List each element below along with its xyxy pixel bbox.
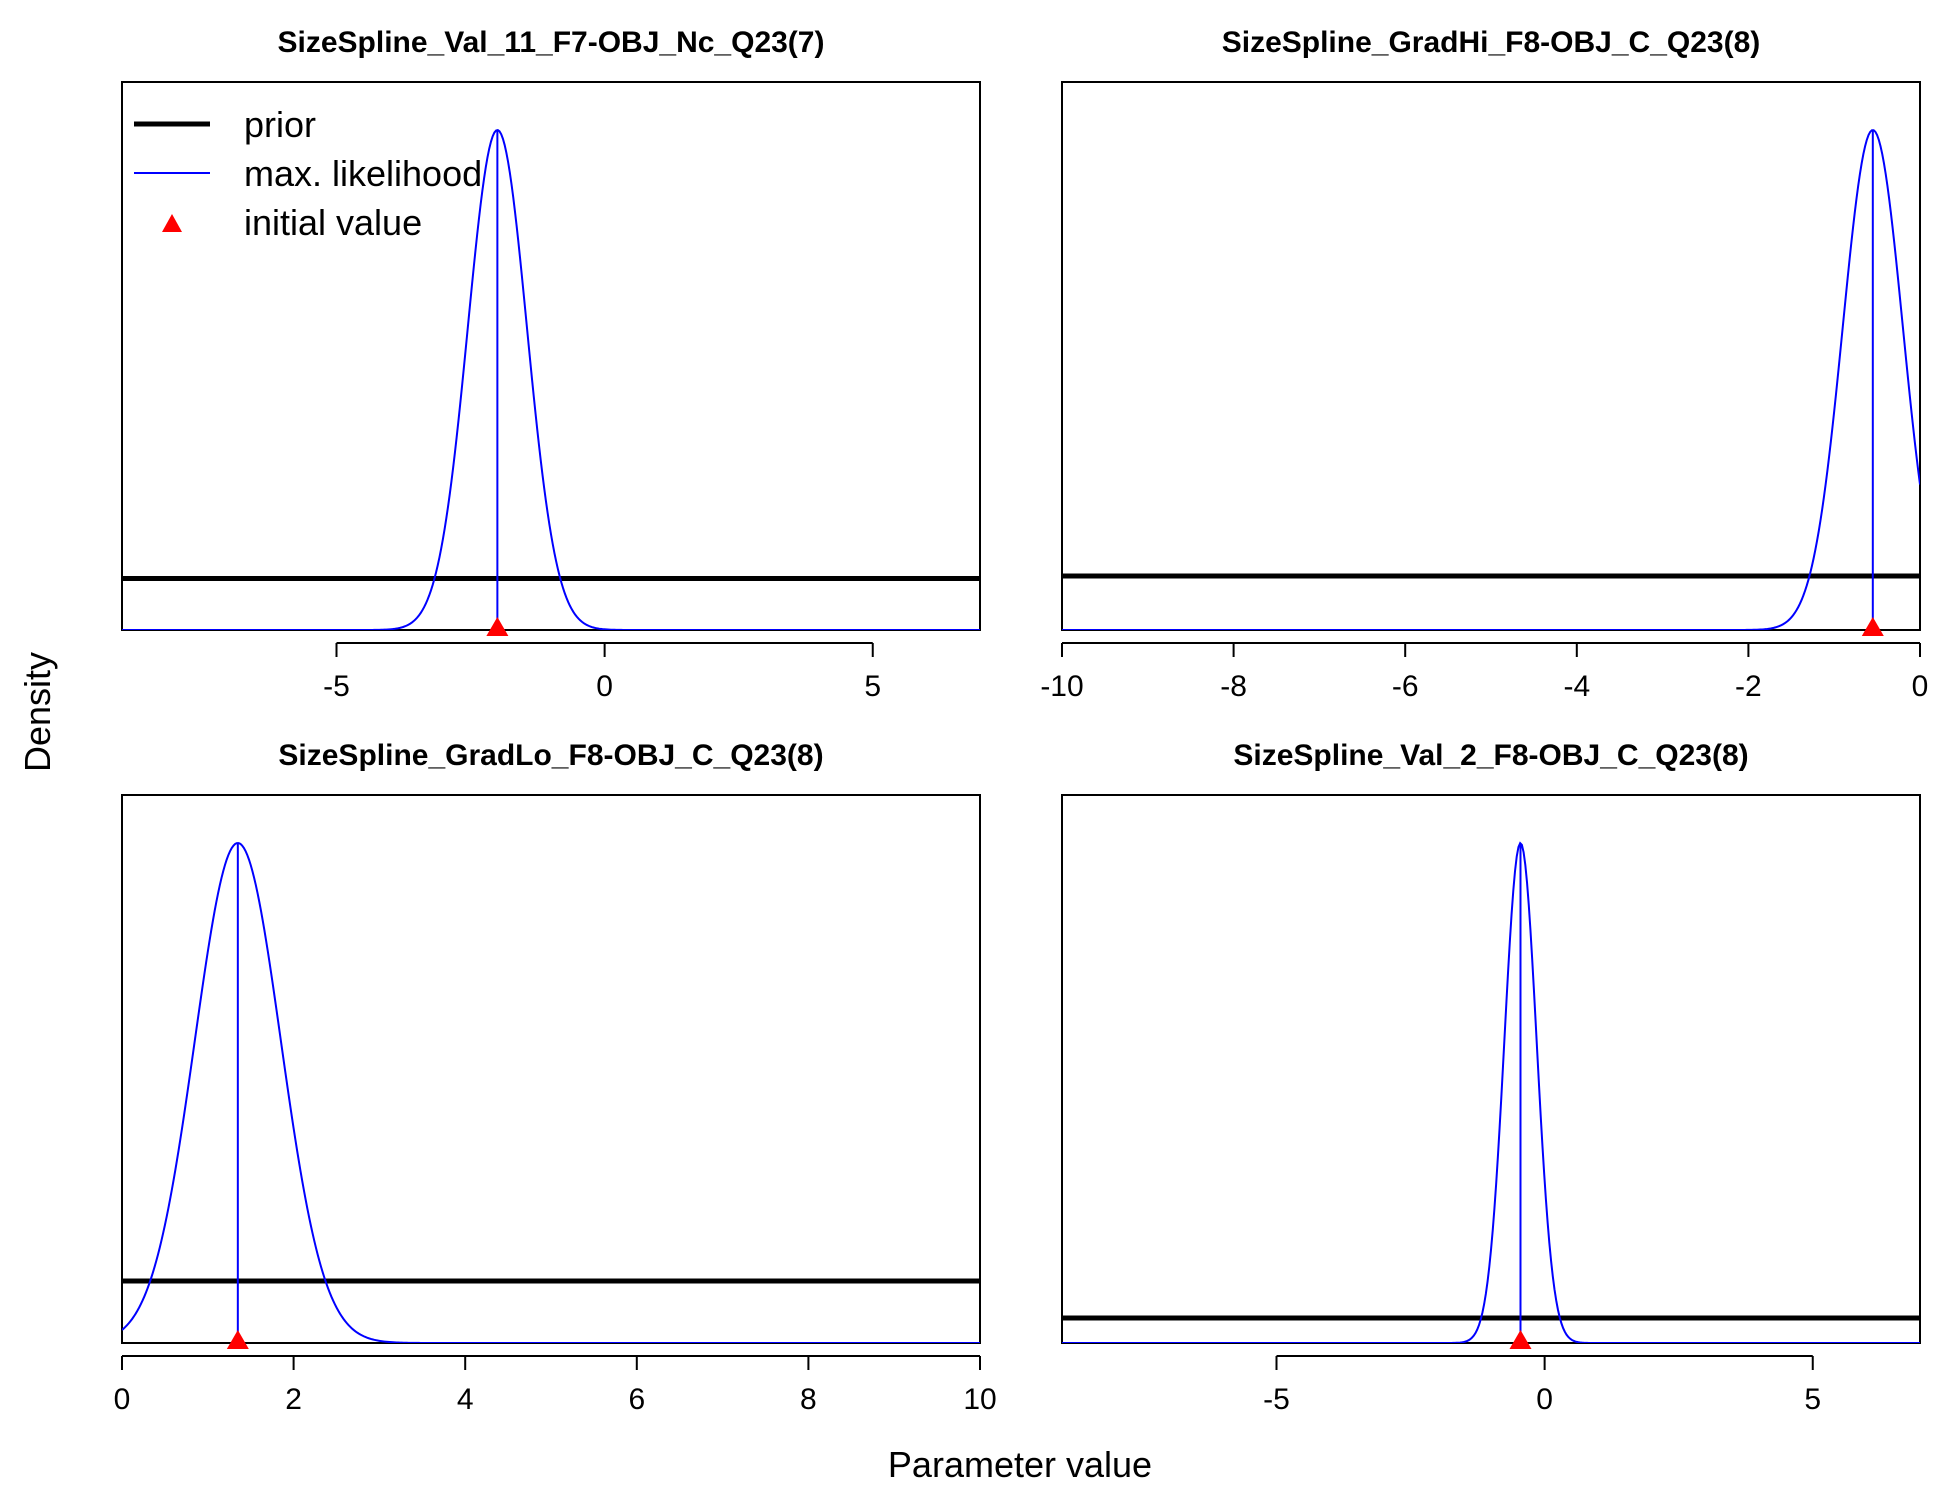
x-tick-label: -10 [1040,670,1083,703]
plot-area [1062,841,1920,1343]
panel-title: SizeSpline_GradHi_F8-OBJ_C_Q23(8) [1222,26,1761,59]
initial-value-marker [1861,617,1884,636]
plot-area [122,842,980,1343]
x-tick-label: 0 [596,670,613,703]
x-tick-label: 10 [963,1383,996,1416]
x-tick-label: 5 [1804,1383,1821,1416]
x-tick-label: 2 [285,1383,302,1416]
x-tick-label: -6 [1392,670,1419,703]
plot-area [122,128,980,630]
plot-frame [1061,794,1921,1344]
initial-value-marker [226,1330,249,1349]
x-tick-label: 8 [800,1383,817,1416]
legend-initial-swatch [162,214,182,232]
x-tick-label: 4 [457,1383,474,1416]
x-tick-label: 5 [864,670,881,703]
legend-label: max. likelihood [244,153,482,194]
x-axis-label: Parameter value [888,1444,1152,1485]
plot-frame [1061,81,1921,631]
x-tick-label: 6 [628,1383,645,1416]
y-axis-label: Density [17,652,58,772]
panel-title: SizeSpline_Val_2_F8-OBJ_C_Q23(8) [1233,739,1748,772]
plot-frame [121,794,981,1344]
initial-value-marker [1509,1330,1532,1349]
panel-2: SizeSpline_GradHi_F8-OBJ_C_Q23(8) -10 -8 -6… [1040,26,1928,703]
x-tick-label: -5 [1263,1383,1290,1416]
initial-value-marker [486,617,509,636]
panel-1: SizeSpline_Val_11_F7-OBJ_Nc_Q23(7) -5 0 5 [121,26,981,703]
max-likelihood-curve [122,842,980,1343]
x-tick-label: -5 [323,670,350,703]
max-likelihood-curve [1062,129,1920,630]
x-tick-label: 0 [1536,1383,1553,1416]
x-tick-label: -2 [1735,670,1762,703]
legend-label: initial value [244,202,422,243]
max-likelihood-curve [1062,841,1920,1343]
panel-3: SizeSpline_GradLo_F8-OBJ_C_Q23(8) 0 2 4 6 8 10 [114,739,997,1416]
plot-area [1062,129,1920,630]
panel-4: SizeSpline_Val_2_F8-OBJ_C_Q23(8) -5 0 5 [1061,739,1921,1416]
x-tick-label: 0 [1912,670,1929,703]
panel-title: SizeSpline_Val_11_F7-OBJ_Nc_Q23(7) [278,26,825,59]
x-tick-label: -8 [1220,670,1247,703]
max-likelihood-curve [122,128,980,630]
plot-frame [121,81,981,631]
panel-title: SizeSpline_GradLo_F8-OBJ_C_Q23(8) [278,739,823,772]
legend-label: prior [244,104,316,145]
legend: prior max. likelihood initial value [134,104,482,243]
x-tick-label: 0 [114,1383,131,1416]
x-tick-label: -4 [1563,670,1590,703]
